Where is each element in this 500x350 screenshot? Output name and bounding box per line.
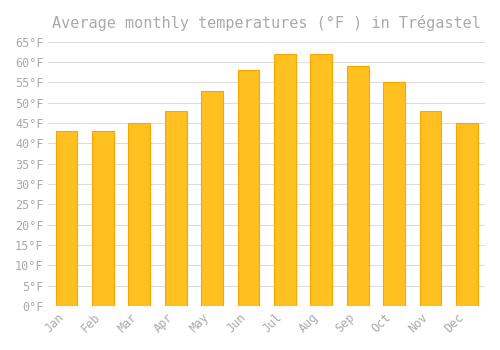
Bar: [165, 111, 186, 306]
Bar: [420, 111, 442, 306]
Bar: [201, 91, 223, 306]
Bar: [310, 54, 332, 306]
Bar: [383, 83, 405, 306]
Title: Average monthly temperatures (°F ) in Trégastel: Average monthly temperatures (°F ) in Tr…: [52, 15, 481, 31]
Bar: [128, 123, 150, 306]
Bar: [56, 131, 78, 306]
Bar: [274, 54, 296, 306]
Bar: [238, 70, 260, 306]
Bar: [346, 66, 368, 306]
Bar: [456, 123, 477, 306]
Bar: [92, 131, 114, 306]
